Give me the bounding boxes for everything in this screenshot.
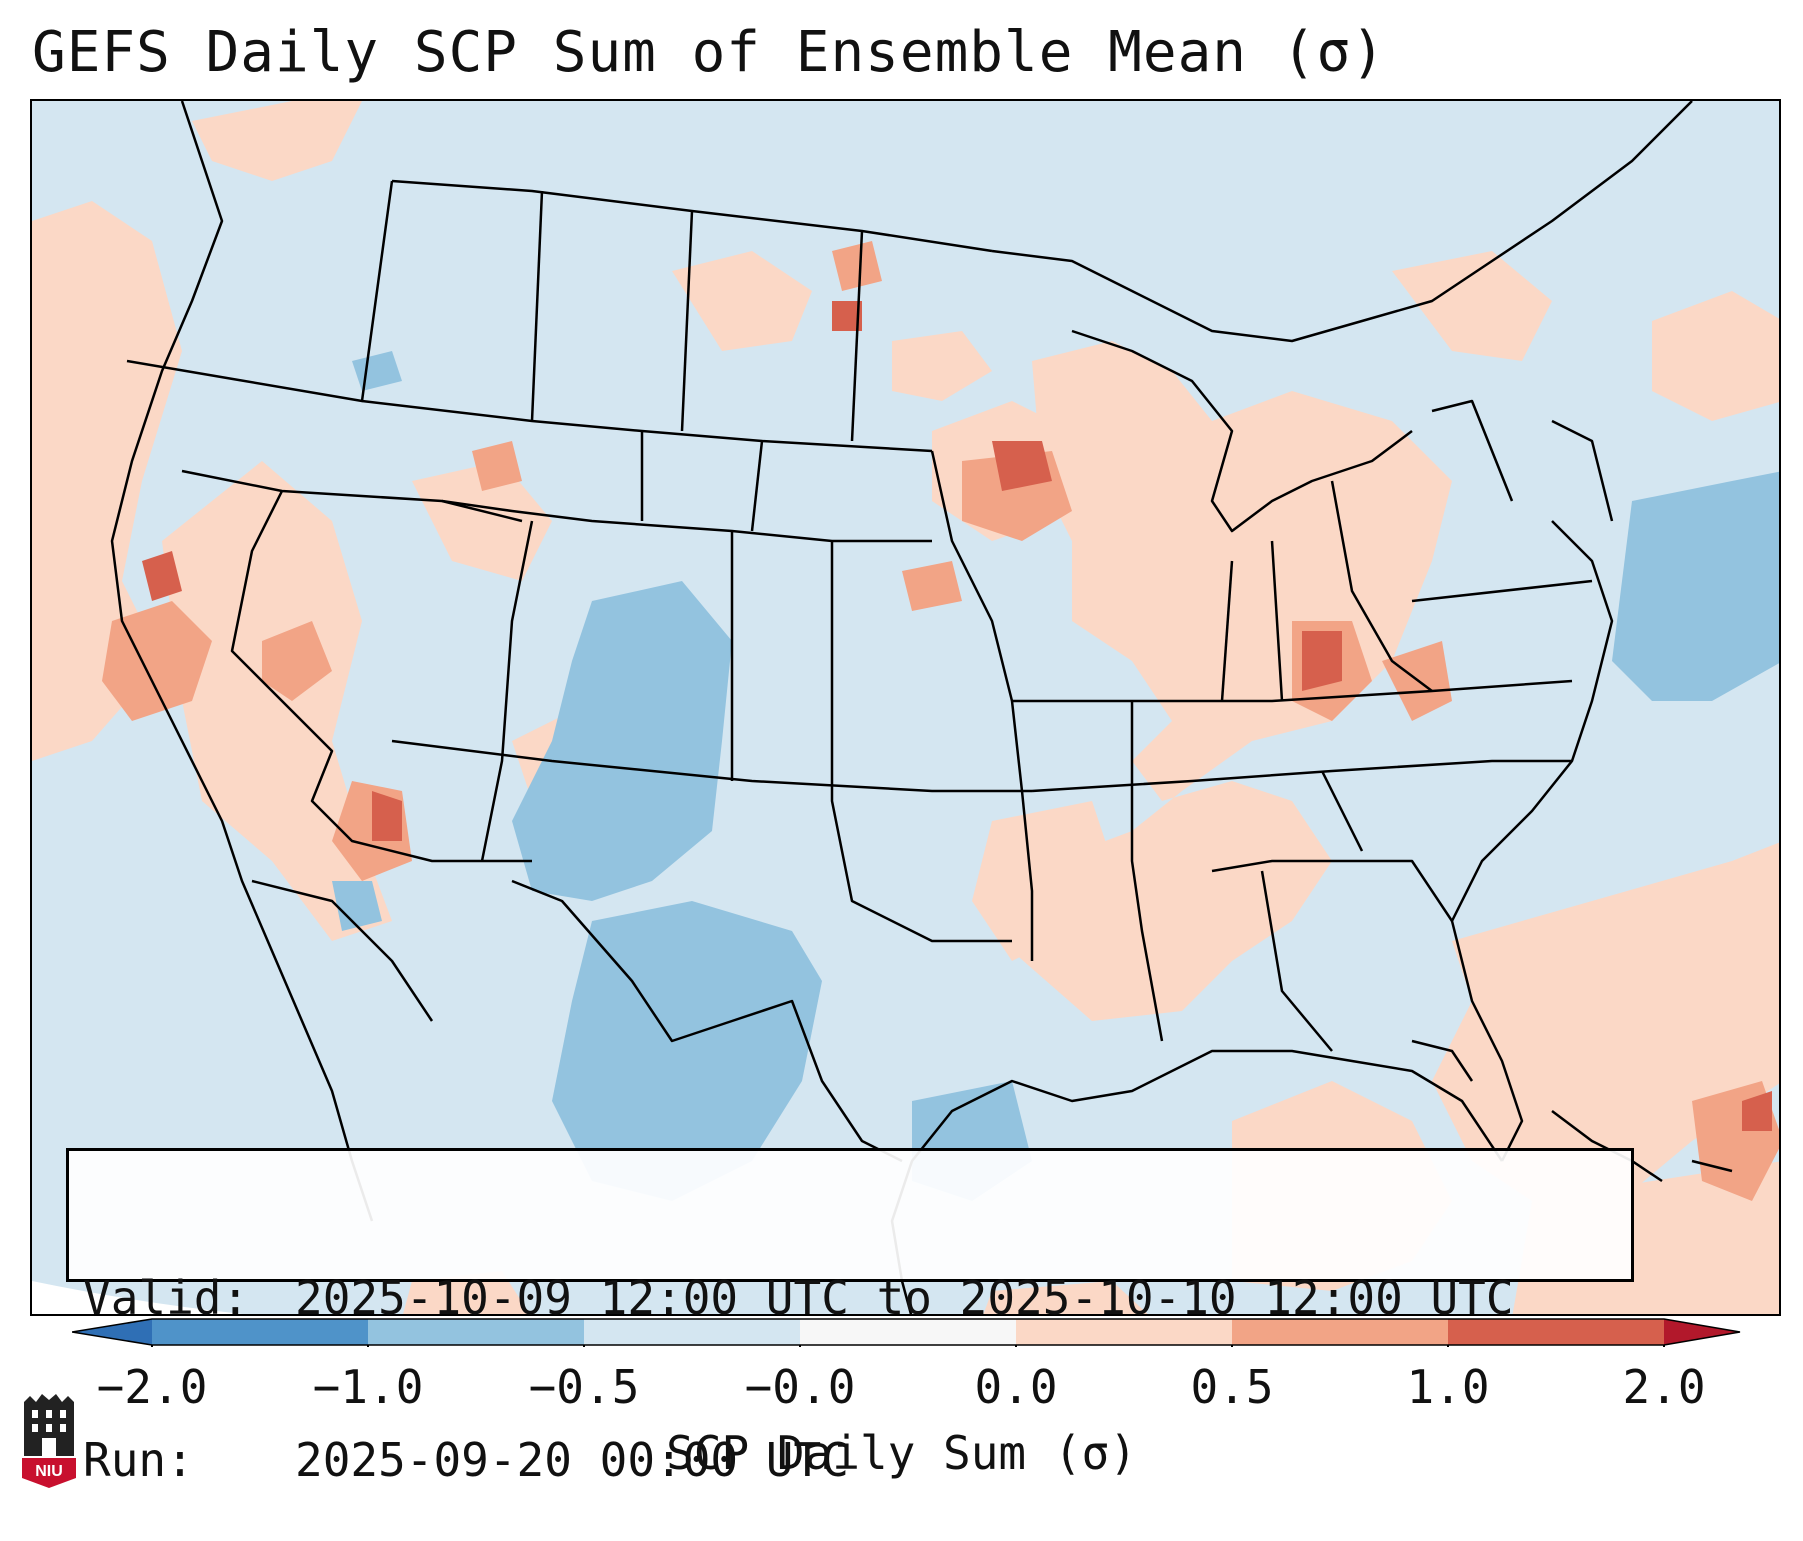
- niu-logo: NIU: [22, 1394, 76, 1488]
- colorbar-tick-label: 1.0: [1406, 1360, 1490, 1414]
- map-canvas: [32, 101, 1779, 1314]
- run-value: 2025-09-20 00:00 UTC: [295, 1433, 849, 1487]
- map-panel: [30, 99, 1781, 1316]
- colorbar-tick-label: −0.0: [744, 1360, 856, 1414]
- figure-title: GEFS Daily SCP Sum of Ensemble Mean (σ): [32, 20, 1386, 85]
- colorbar-title: SCP Daily Sum (σ): [666, 1426, 1137, 1480]
- colorbar-segment-m1-m05: [368, 1319, 584, 1345]
- colorbar-extend-low: [72, 1319, 152, 1345]
- colorbar-extend-high: [1664, 1319, 1740, 1345]
- colorbar-segment-m05-m0: [584, 1319, 800, 1345]
- logo-text: NIU: [35, 1463, 63, 1480]
- colorbar-tick-label: −1.0: [312, 1360, 424, 1414]
- anomaly-negative: [332, 351, 1779, 1201]
- colorbar-tick-label: 0.0: [974, 1360, 1058, 1414]
- colorbar-tick-label: −2.0: [96, 1360, 208, 1414]
- anomaly-strong-positive: [142, 301, 1772, 1131]
- run-label: Run:: [83, 1433, 194, 1487]
- valid-label: Valid:: [83, 1271, 250, 1325]
- colorbar-segment-0-05: [1016, 1319, 1232, 1345]
- colorbar-tick-label: 0.5: [1190, 1360, 1274, 1414]
- valid-row: Valid: 2025-10-09 12:00 UTC to 2025-10-10…: [83, 1271, 1617, 1325]
- colorbar-segment-1-2: [1448, 1319, 1664, 1345]
- valid-run-info-box: Valid: 2025-10-09 12:00 UTC to 2025-10-10…: [66, 1148, 1634, 1487]
- colorbar-segment-m0-0: [800, 1319, 1016, 1345]
- projection-edge-left: [32, 1281, 243, 1314]
- valid-value: 2025-10-09 12:00 UTC to 2025-10-10 12:00…: [295, 1271, 1514, 1325]
- colorbar-segment-05-1: [1232, 1319, 1448, 1345]
- run-row: Run: 2025-09-20 00:00 UTC: [83, 1433, 1617, 1487]
- colorbar: [72, 1318, 1741, 1347]
- colorbar-tick-label: 2.0: [1622, 1360, 1706, 1414]
- colorbar-segment-m2-m1: [152, 1319, 368, 1345]
- colorbar-tick-label: −0.5: [528, 1360, 640, 1414]
